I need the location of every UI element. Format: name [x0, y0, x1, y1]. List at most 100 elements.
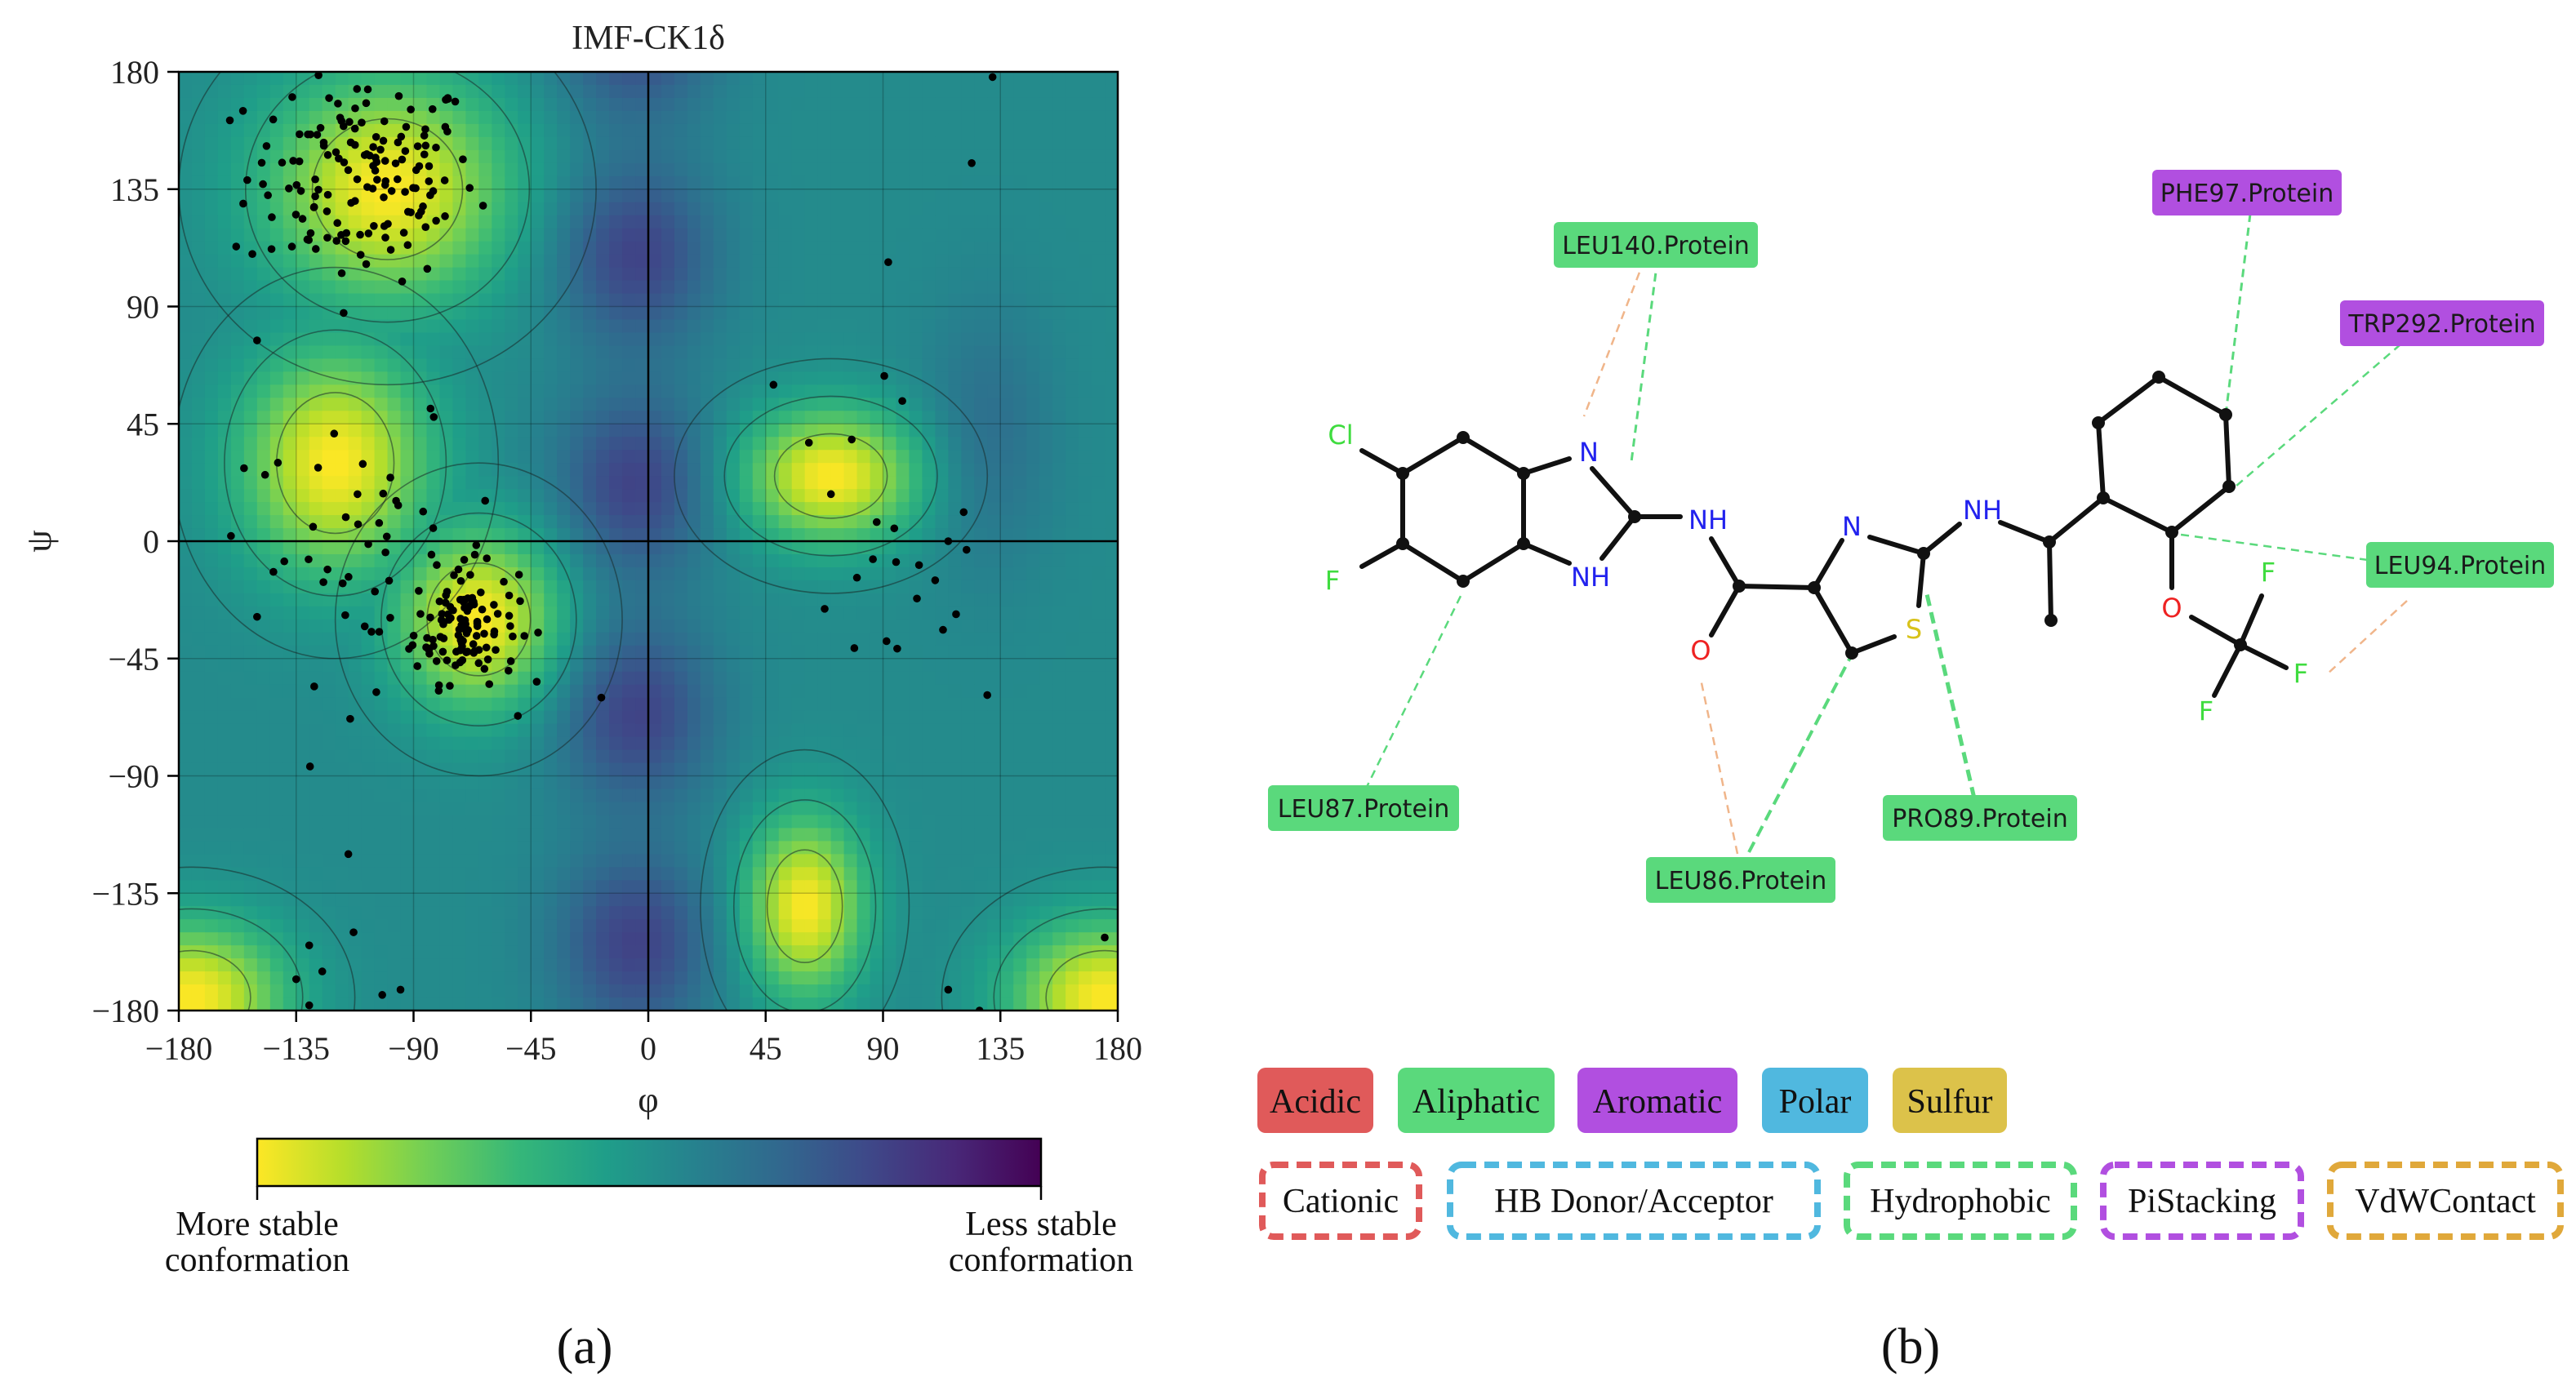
heatmap-cell [817, 175, 832, 190]
heatmap-cell [935, 723, 949, 738]
heatmap-cell [961, 241, 975, 255]
heatmap-cell [622, 306, 636, 321]
heatmap-cell [1000, 906, 1014, 920]
heatmap-cell [439, 867, 454, 881]
heatmap-cell [309, 945, 323, 959]
heatmap-cell [361, 202, 376, 216]
heatmap-cell [309, 723, 323, 738]
heatmap-cell [843, 684, 858, 699]
heatmap-cell [505, 149, 518, 164]
heatmap-cell [230, 358, 245, 372]
heatmap-cell [465, 241, 479, 255]
heatmap-cell [217, 802, 232, 816]
heatmap-cell [987, 867, 1001, 881]
heatmap-cell [752, 906, 767, 920]
heatmap-cell [687, 789, 701, 803]
heatmap-cell [557, 906, 571, 920]
heatmap-cell [309, 280, 323, 295]
heatmap-cell [635, 997, 649, 1011]
heatmap-cell [622, 880, 636, 894]
heatmap-cell [426, 72, 441, 86]
heatmap-cell [1066, 775, 1079, 790]
heatmap-cell [791, 123, 806, 138]
heatmap-cell [791, 371, 806, 385]
heatmap-cell [191, 919, 206, 933]
heatmap-cell [909, 984, 923, 998]
heatmap-cell [909, 802, 923, 816]
heatmap-cell [269, 854, 284, 868]
heatmap-cell [400, 528, 415, 542]
heatmap-cell [843, 306, 858, 321]
heatmap-cell [635, 789, 649, 803]
heatmap-cell [335, 945, 349, 959]
heatmap-cell [817, 632, 832, 646]
heatmap-cell [726, 345, 741, 359]
heatmap-cell [713, 332, 727, 347]
heatmap-cell [557, 815, 571, 829]
heatmap-cell [452, 775, 466, 790]
heatmap-cell [191, 345, 206, 359]
heatmap-cell [1052, 267, 1066, 282]
heatmap-cell [648, 645, 662, 660]
heatmap-cell [791, 802, 806, 816]
heatmap-cell [426, 580, 441, 594]
heatmap-cell [217, 749, 232, 764]
heatmap-cell [374, 593, 389, 607]
heatmap-cell [413, 854, 428, 868]
heatmap-cell [1000, 332, 1014, 347]
heatmap-cell [896, 384, 910, 398]
heatmap-cell [765, 736, 780, 751]
heatmap-cell [909, 345, 923, 359]
heatmap-cell [1052, 463, 1066, 477]
heatmap-cell [1039, 541, 1053, 555]
heatmap-cell [1039, 215, 1053, 229]
heatmap-cell [296, 841, 310, 855]
heatmap-cell [452, 110, 466, 125]
heatmap-cell [700, 919, 714, 933]
heatmap-cell [674, 710, 688, 725]
heatmap-cell [413, 450, 428, 464]
heatmap-cell [948, 880, 962, 894]
heatmap-cell [452, 984, 466, 998]
heatmap-cell [283, 162, 297, 177]
heatmap-cell [243, 880, 258, 894]
heatmap-cell [830, 319, 845, 334]
heatmap-cell [191, 189, 206, 203]
heatmap-cell [478, 72, 492, 86]
heatmap-cell [1026, 215, 1040, 229]
heatmap-cell [283, 658, 297, 673]
heatmap-cell [896, 632, 910, 646]
heatmap-cell [518, 906, 532, 920]
heatmap-cell [830, 789, 845, 803]
heatmap-cell [987, 371, 1001, 385]
heatmap-cell [204, 984, 219, 998]
heatmap-cell [870, 228, 884, 242]
heatmap-cell [309, 697, 323, 712]
heatmap-cell [883, 580, 897, 594]
heatmap-cell [452, 345, 466, 359]
heatmap-cell [217, 723, 232, 738]
heatmap-cell [179, 358, 193, 372]
heatmap-cell [974, 162, 988, 177]
heatmap-cell [243, 254, 258, 269]
heatmap-cell [739, 658, 754, 673]
heatmap-cell [361, 815, 376, 829]
heatmap-cell [713, 345, 727, 359]
heatmap-cell [1000, 502, 1014, 516]
heatmap-cell [544, 241, 558, 255]
heatmap-cell [1039, 241, 1053, 255]
heatmap-cell [687, 332, 701, 347]
heatmap-cell [974, 149, 988, 164]
heatmap-cell [478, 619, 492, 633]
heatmap-cell [361, 267, 376, 282]
heatmap-cell [778, 880, 793, 894]
heatmap-cell [583, 671, 597, 686]
heatmap-cell [1026, 553, 1040, 568]
heatmap-cell [179, 919, 193, 933]
heatmap-cell [531, 854, 545, 868]
heatmap-cell [596, 241, 610, 255]
heatmap-cell [739, 971, 754, 985]
heatmap-cell [804, 189, 819, 203]
heatmap-cell [296, 202, 310, 216]
heatmap-cell [544, 215, 558, 229]
